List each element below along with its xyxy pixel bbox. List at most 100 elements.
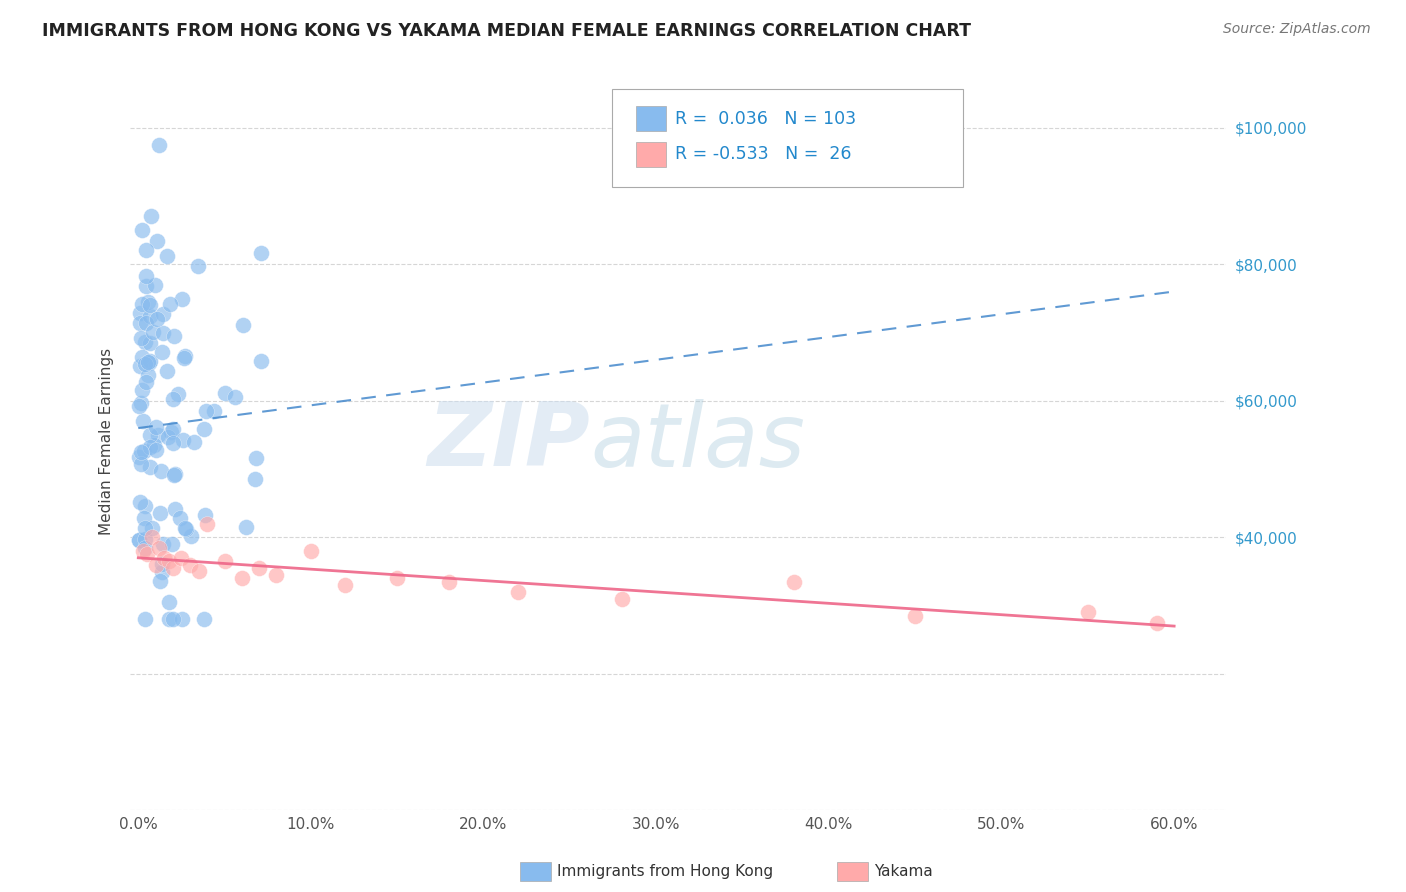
Point [149, 464, 172, 478]
Point [214, 385, 236, 400]
Point [136, 355, 159, 369]
Point [437, 574, 460, 589]
Point [145, 234, 167, 248]
Point [193, 422, 215, 436]
Point [202, 404, 225, 418]
Text: Immigrants from Hong Kong: Immigrants from Hong Kong [557, 864, 773, 879]
Point [157, 554, 180, 568]
Point [148, 541, 170, 555]
Point [163, 328, 186, 343]
Point [152, 307, 174, 321]
Point [174, 522, 197, 536]
Point [135, 278, 157, 293]
Point [146, 312, 169, 326]
Point [170, 550, 193, 565]
Point [148, 137, 170, 152]
Point [266, 567, 288, 582]
Point [129, 317, 152, 331]
Point [172, 433, 194, 447]
Point [162, 612, 184, 626]
Text: IMMIGRANTS FROM HONG KONG VS YAKAMA MEDIAN FEMALE EARNINGS CORRELATION CHART: IMMIGRANTS FROM HONG KONG VS YAKAMA MEDI… [42, 22, 972, 40]
Point [129, 494, 152, 508]
Text: R =  0.036   N = 103: R = 0.036 N = 103 [675, 110, 856, 128]
Point [335, 578, 357, 592]
Point [180, 529, 202, 543]
Text: Yakama: Yakama [875, 864, 934, 879]
Point [1077, 606, 1099, 620]
Point [224, 390, 246, 404]
Point [139, 440, 162, 454]
Point [506, 585, 529, 599]
Point [193, 508, 215, 522]
Point [134, 443, 156, 458]
Text: ZIP: ZIP [427, 398, 591, 485]
Point [150, 557, 173, 571]
Point [169, 511, 191, 525]
Text: Source: ZipAtlas.com: Source: ZipAtlas.com [1223, 22, 1371, 37]
Point [135, 269, 157, 284]
Point [162, 422, 184, 436]
Point [138, 428, 160, 442]
Point [129, 306, 152, 320]
Point [138, 354, 160, 368]
Point [167, 386, 190, 401]
Point [143, 278, 166, 293]
Point [146, 428, 169, 442]
Point [195, 516, 218, 531]
Point [142, 438, 165, 452]
Point [134, 532, 156, 546]
Point [157, 612, 180, 626]
Point [157, 594, 180, 608]
Point [142, 326, 165, 340]
Point [135, 243, 157, 257]
Text: atlas: atlas [591, 399, 806, 484]
Point [247, 561, 270, 575]
Point [160, 425, 183, 439]
Text: R = -0.533   N =  26: R = -0.533 N = 26 [675, 145, 852, 163]
Point [139, 460, 162, 475]
Point [150, 566, 173, 580]
Point [214, 554, 236, 568]
Point [128, 399, 150, 413]
Point [129, 396, 152, 410]
Point [129, 331, 152, 345]
Point [149, 506, 172, 520]
Point [134, 521, 156, 535]
Point [132, 414, 155, 428]
Point [174, 521, 197, 535]
Point [904, 608, 927, 623]
Point [160, 537, 183, 551]
Point [170, 612, 193, 626]
Point [156, 249, 179, 263]
Point [183, 435, 205, 450]
Point [162, 392, 184, 406]
Point [170, 293, 193, 307]
Point [131, 297, 153, 311]
Point [299, 544, 322, 558]
Point [163, 502, 186, 516]
Point [134, 612, 156, 626]
Point [141, 530, 163, 544]
Point [136, 368, 159, 383]
Point [162, 436, 184, 450]
Point [134, 357, 156, 371]
Point [245, 450, 267, 465]
Point [150, 345, 173, 359]
Point [129, 457, 152, 471]
Point [139, 209, 162, 223]
Point [139, 297, 162, 311]
Point [132, 544, 155, 558]
Point [186, 260, 208, 274]
Point [193, 612, 215, 626]
Point [152, 537, 174, 551]
Point [156, 430, 179, 444]
Point [131, 350, 153, 364]
Point [129, 444, 152, 458]
Point [243, 472, 266, 486]
Point [131, 383, 153, 397]
Point [1146, 615, 1168, 630]
Point [134, 334, 156, 349]
Point [783, 574, 806, 589]
Point [139, 335, 162, 350]
Point [138, 295, 160, 310]
